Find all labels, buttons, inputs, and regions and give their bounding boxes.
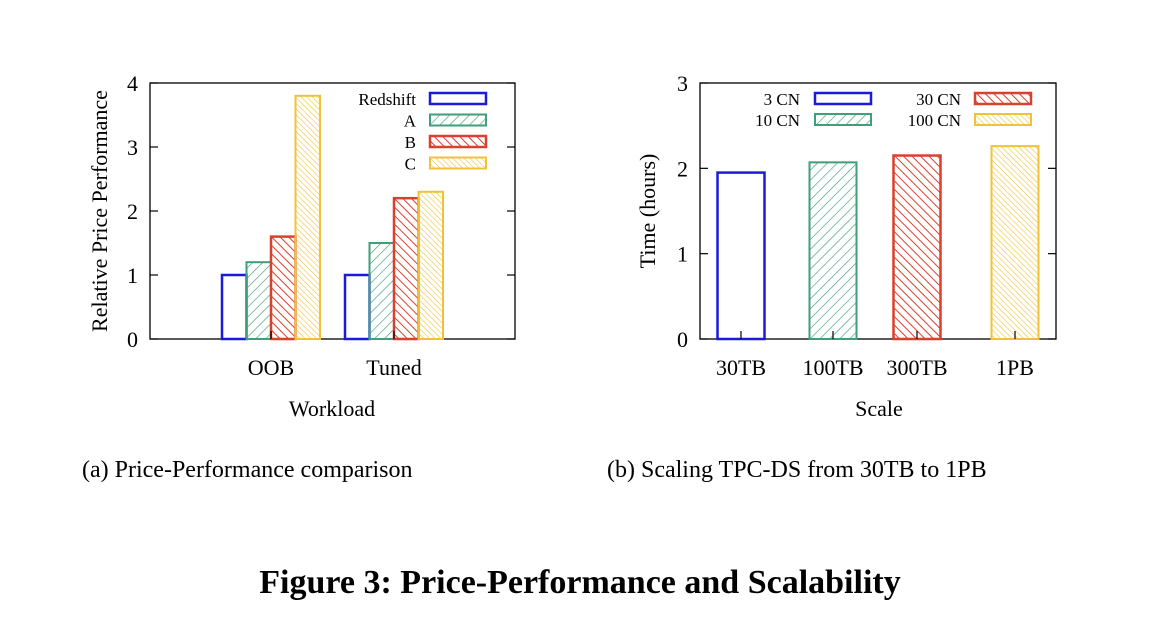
chart-b-xtick-label: 30TB <box>716 355 766 380</box>
legend-swatch-10cn <box>814 113 872 126</box>
legend-swatch-redshift <box>428 91 488 106</box>
legend-swatch-3cn <box>813 91 873 106</box>
bar-30cn-300tb <box>892 154 942 341</box>
legend-swatch-a <box>429 113 487 127</box>
chart-b-xtick-label: 300TB <box>886 355 947 380</box>
bar-b-oob <box>269 235 297 341</box>
chart-a-ylabel: Relative Price Performance <box>87 90 112 332</box>
bar-3cn-30tb <box>716 171 766 341</box>
chart-a-xtick-label: Tuned <box>366 355 421 380</box>
bar-redshift-oob <box>220 273 248 341</box>
chart-b-ytick-label: 1 <box>677 242 688 267</box>
chart-b-ytick-label: 0 <box>677 327 688 352</box>
chart-a-ytick-label: 2 <box>127 199 138 224</box>
chart-b-plot-frame <box>699 82 1057 340</box>
legend-label-3cn: 3 CN <box>764 90 800 109</box>
bar-redshift-tuned <box>343 273 371 341</box>
chart-a-ytick-label: 3 <box>127 135 138 160</box>
legend-swatch-100cn <box>974 113 1032 126</box>
chart-b: 0 1 2 3 30TB 100TB 300TB 1PB 3 CN 10 CN 30 CN 100 C… <box>635 71 1057 421</box>
legend-label-100cn: 100 CN <box>908 111 961 130</box>
bar-100cn-1pb <box>990 145 1040 340</box>
chart-b-ytick-label: 3 <box>677 71 688 96</box>
legend-label-30cn: 30 CN <box>916 90 961 109</box>
bar-c-oob <box>294 94 321 340</box>
subfigure-caption-a: (a) Price-Performance comparison <box>82 457 413 483</box>
legend-label-redshift: Redshift <box>358 90 416 109</box>
legend-swatch-30cn <box>973 91 1033 106</box>
legend-swatch-b <box>428 134 488 149</box>
bar-a-tuned <box>368 242 395 340</box>
chart-b-xtick-label: 1PB <box>996 355 1034 380</box>
chart-b-ylabel: Time (hours) <box>635 154 660 269</box>
figure-caption: Figure 3: Price-Performance and Scalabil… <box>259 564 900 601</box>
subfigure-caption-b: (b) Scaling TPC-DS from 30TB to 1PB <box>607 457 987 483</box>
chart-a-ytick-label: 0 <box>127 327 138 352</box>
bar-c-tuned <box>417 190 444 340</box>
chart-a-ytick-label: 1 <box>127 263 138 288</box>
chart-a-ytick-label: 4 <box>127 71 138 96</box>
legend-label-a: A <box>404 112 417 131</box>
legend-label-b: B <box>405 133 416 152</box>
chart-a-xlabel: Workload <box>289 396 375 421</box>
bar-a-oob <box>245 261 272 341</box>
chart-a-xtick-label: OOB <box>248 355 294 380</box>
legend-label-10cn: 10 CN <box>755 111 800 130</box>
chart-b-xtick-label: 100TB <box>802 355 863 380</box>
chart-b-ytick-label: 2 <box>677 156 688 181</box>
chart-a: 0 1 2 3 4 OOB Tuned Redshift ABC Workload Relative… <box>87 71 516 421</box>
legend-swatch-c <box>429 156 487 170</box>
bar-10cn-100tb <box>808 161 858 340</box>
chart-b-xlabel: Scale <box>855 396 903 421</box>
legend-label-c: C <box>405 155 416 174</box>
bar-b-tuned <box>392 196 420 341</box>
